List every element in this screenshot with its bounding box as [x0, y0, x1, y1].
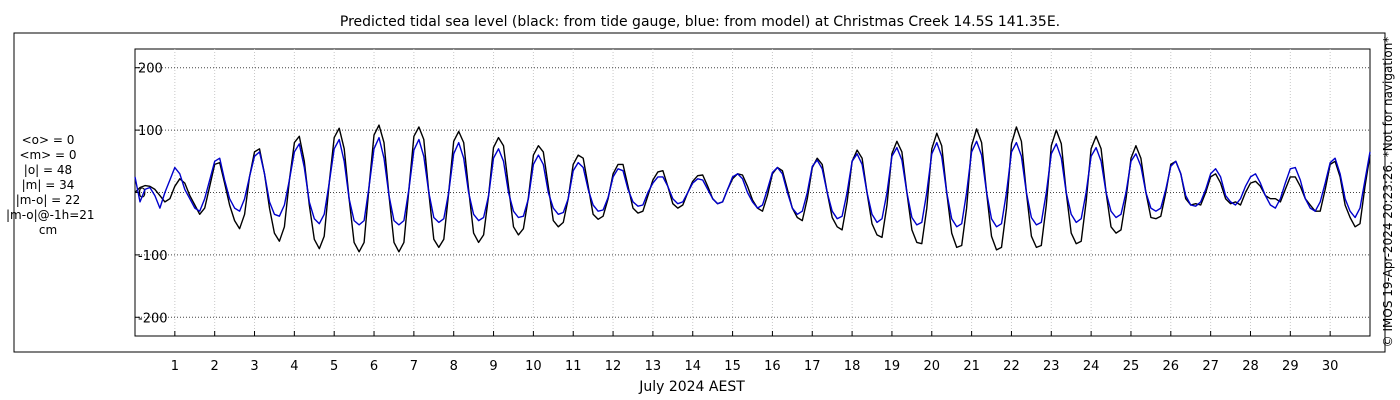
x-tick-label: 21 [963, 359, 980, 374]
x-tick-label: 3 [250, 359, 258, 374]
x-tick-label: 24 [1083, 359, 1100, 374]
x-tick-label: 12 [605, 359, 622, 374]
x-tick-label: 19 [884, 359, 901, 374]
stats-panel: <o> = 0 <m> = 0 |o| = 48 |m| = 34 |m-o| … [6, 133, 95, 238]
stat-abs-diff: |m-o| = 22 [15, 193, 81, 207]
x-tick-label: 11 [565, 359, 582, 374]
outer-frame [13, 32, 1386, 353]
x-tick-label: 27 [1202, 359, 1219, 374]
y-tick-label: 200 [138, 62, 163, 77]
x-tick-label: 10 [525, 359, 542, 374]
grid-lines [135, 49, 1370, 336]
x-axis-label: July 2024 AEST [638, 379, 745, 395]
x-tick-label: 25 [1123, 359, 1140, 374]
x-tick-label: 20 [924, 359, 941, 374]
x-tick-label: 15 [724, 359, 741, 374]
y-tick-label: -100 [138, 249, 168, 264]
x-tick-label: 17 [804, 359, 821, 374]
stat-mean-observed: <o> = 0 [21, 133, 75, 147]
x-tick-label: 13 [645, 359, 662, 374]
x-tick-label: 4 [290, 359, 298, 374]
x-tick-label: 23 [1043, 359, 1060, 374]
y-tick-label: 0 [138, 187, 146, 202]
copyright-note: © IMOS 19-Apr-2024 20:23:26. *Not for na… [1381, 37, 1395, 348]
stat-abs-model: |m| = 34 [21, 178, 75, 192]
y-tick-label: -200 [138, 311, 168, 326]
x-tick-label: 30 [1322, 359, 1339, 374]
chart-title: Predicted tidal sea level (black: from t… [340, 14, 1060, 30]
x-tick-label: 14 [684, 359, 701, 374]
x-tick-label: 1 [171, 359, 179, 374]
x-tick-label: 6 [370, 359, 378, 374]
x-tick-label: 22 [1003, 359, 1020, 374]
x-tick-label: 28 [1242, 359, 1259, 374]
x-tick-label: 9 [489, 359, 497, 374]
x-tick-label: 7 [410, 359, 418, 374]
y-tick-label: 100 [138, 124, 163, 139]
stat-mean-model: <m> = 0 [19, 148, 77, 162]
stat-unit: cm [38, 223, 58, 237]
stat-abs-observed: |o| = 48 [23, 163, 73, 177]
series-layer [134, 124, 1371, 253]
x-tick-label: 18 [844, 359, 861, 374]
x-tick-label: 8 [450, 359, 458, 374]
x-tick-label: 2 [211, 359, 219, 374]
x-tick-label: 5 [330, 359, 338, 374]
x-tick-label: 29 [1282, 359, 1299, 374]
series-tide-gauge-line [134, 124, 1371, 253]
stat-abs-diff-lag: |m-o|@-1h=21 [6, 208, 95, 222]
x-tick-label: 26 [1163, 359, 1180, 374]
x-tick-label: 16 [764, 359, 781, 374]
series-model-line [134, 136, 1371, 228]
